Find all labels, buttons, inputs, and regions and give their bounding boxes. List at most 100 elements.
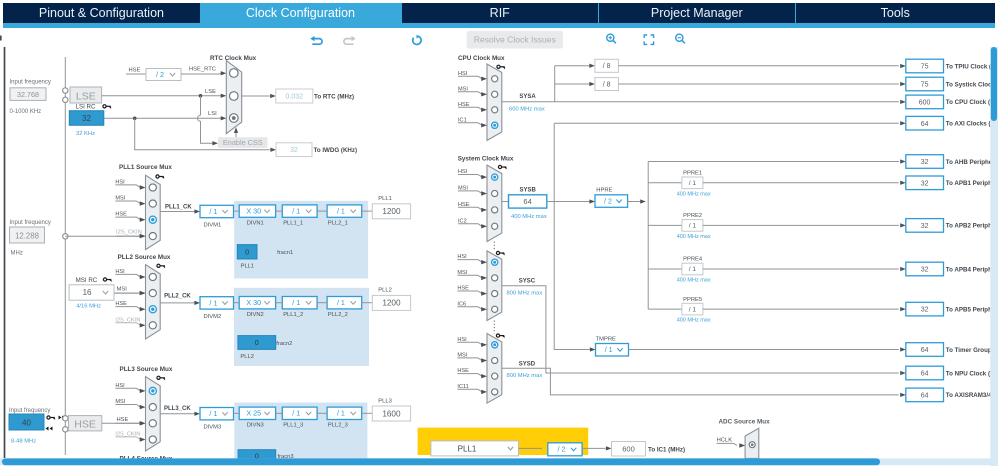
svg-text:Enable CSS: Enable CSS — [223, 138, 263, 147]
svg-text:600: 600 — [622, 444, 635, 453]
svg-text:DIVN1: DIVN1 — [247, 220, 264, 226]
svg-text:32: 32 — [921, 180, 929, 187]
svg-text:To APB2 Periphera: To APB2 Periphera — [946, 223, 998, 230]
svg-text:0: 0 — [255, 451, 259, 460]
svg-text:HSE: HSE — [115, 301, 127, 307]
svg-text:64: 64 — [921, 371, 929, 378]
svg-text:/ 1: / 1 — [689, 180, 697, 187]
svg-text:75: 75 — [921, 82, 929, 89]
svg-text:MSI: MSI — [115, 196, 125, 202]
svg-text:0: 0 — [245, 247, 249, 256]
svg-text:IC2: IC2 — [458, 218, 467, 224]
svg-text:75: 75 — [921, 64, 929, 71]
svg-text:/ 1: / 1 — [337, 207, 345, 216]
svg-text:To IWDG (KHz): To IWDG (KHz) — [314, 147, 358, 154]
svg-text:800 MHz max: 800 MHz max — [507, 373, 543, 379]
svg-text:Input frequency: Input frequency — [9, 408, 50, 414]
svg-text:HSI: HSI — [115, 180, 125, 186]
svg-text:PLL2: PLL2 — [240, 354, 254, 360]
svg-text:To AXISRAM3/4/5/: To AXISRAM3/4/5/ — [946, 392, 998, 399]
svg-text:/ 2: / 2 — [604, 196, 612, 205]
svg-text:MSI: MSI — [458, 86, 468, 92]
svg-text:HSI: HSI — [458, 71, 468, 77]
svg-text:HCLK: HCLK — [717, 438, 733, 444]
svg-text:32 KHz: 32 KHz — [76, 131, 95, 137]
svg-text:System Clock Mux: System Clock Mux — [458, 155, 514, 162]
svg-text:400 MHz max: 400 MHz max — [677, 191, 711, 197]
svg-text:HSE: HSE — [457, 286, 469, 292]
svg-text:HSI: HSI — [457, 337, 467, 343]
svg-text:DIVM1: DIVM1 — [204, 223, 222, 229]
svg-text:LSI: LSI — [208, 111, 217, 117]
svg-text:PLL1_1: PLL1_1 — [283, 220, 303, 226]
svg-text:1200: 1200 — [382, 207, 401, 216]
svg-text:/ 1: / 1 — [209, 298, 217, 307]
svg-text:/ 1: / 1 — [209, 409, 217, 418]
svg-text:/ 1: / 1 — [292, 207, 300, 216]
svg-text:/ 1: / 1 — [292, 409, 300, 418]
svg-text:400 MHz max: 400 MHz max — [677, 318, 711, 324]
svg-text:/ 1: / 1 — [689, 266, 697, 273]
svg-text:I2S_CKIN: I2S_CKIN — [116, 230, 142, 236]
svg-text:DIVM3: DIVM3 — [204, 425, 222, 431]
svg-text:400 MHz max: 400 MHz max — [511, 214, 547, 220]
svg-text:MSI: MSI — [457, 353, 467, 359]
svg-text:I2S_CKIN: I2S_CKIN — [115, 432, 140, 438]
svg-text:To NPU Clock (MH: To NPU Clock (MH — [946, 370, 998, 377]
svg-text:0.032: 0.032 — [286, 93, 304, 100]
svg-text:To TPIU Clock (MHz): To TPIU Clock (MHz) — [946, 63, 998, 70]
svg-text:32: 32 — [921, 159, 929, 166]
svg-text:PPRE4: PPRE4 — [683, 257, 703, 263]
svg-text:MSI: MSI — [117, 287, 128, 293]
svg-text:PLL1: PLL1 — [378, 196, 392, 202]
svg-text:fracn3: fracn3 — [278, 454, 294, 460]
svg-text:HSE: HSE — [458, 102, 470, 108]
svg-text:To AXI Clocks (MH: To AXI Clocks (MH — [946, 121, 998, 128]
svg-text:Input frequency: Input frequency — [10, 220, 51, 226]
svg-text:/ 1: / 1 — [209, 207, 217, 216]
svg-text:I2S_CKIN: I2S_CKIN — [115, 317, 140, 323]
svg-text:400 MHz max: 400 MHz max — [677, 278, 711, 284]
svg-text:PLL3: PLL3 — [378, 398, 392, 404]
svg-text:/ 1: / 1 — [337, 409, 345, 418]
svg-text:Input frequency: Input frequency — [10, 80, 51, 86]
svg-text:CPU Clock Mux: CPU Clock Mux — [458, 55, 505, 62]
svg-text:X 25: X 25 — [246, 409, 261, 418]
svg-text:64: 64 — [523, 197, 531, 206]
svg-text:PPRE5: PPRE5 — [683, 297, 702, 303]
svg-text:HSI: HSI — [457, 254, 467, 260]
svg-text:ADC Source Mux: ADC Source Mux — [719, 418, 771, 425]
svg-text:HSI: HSI — [115, 383, 125, 389]
svg-text:HSE: HSE — [117, 417, 129, 423]
svg-text:16: 16 — [83, 288, 92, 297]
svg-text:MSI: MSI — [115, 399, 125, 405]
svg-text:fracn1: fracn1 — [277, 250, 293, 256]
svg-text:To Systick Clock (M: To Systick Clock (M — [946, 81, 998, 88]
svg-text:PLL2_CK: PLL2_CK — [164, 293, 191, 299]
svg-text:LSE: LSE — [205, 89, 216, 95]
svg-text:600 MHz max: 600 MHz max — [509, 106, 545, 112]
svg-text:12.288: 12.288 — [15, 231, 39, 240]
svg-text:/ 8: / 8 — [603, 81, 611, 88]
svg-text:PLL2: PLL2 — [378, 288, 392, 294]
svg-text:/ 1: / 1 — [689, 223, 697, 230]
svg-text:IC11: IC11 — [457, 384, 468, 390]
svg-text:IC1: IC1 — [458, 117, 467, 123]
svg-text:32: 32 — [82, 114, 91, 123]
svg-text:8-48 MHz: 8-48 MHz — [11, 439, 36, 445]
svg-text:32: 32 — [921, 223, 929, 230]
svg-text:800 MHz max: 800 MHz max — [507, 290, 543, 296]
svg-text:DIVM2: DIVM2 — [204, 314, 222, 320]
svg-text:IC6: IC6 — [457, 301, 466, 307]
svg-text:PLL2_1: PLL2_1 — [328, 220, 348, 226]
svg-text:PLL2_3: PLL2_3 — [328, 423, 348, 429]
svg-text:HSI: HSI — [458, 169, 468, 175]
svg-text:/ 1: / 1 — [605, 345, 613, 354]
svg-text:PLL1_2: PLL1_2 — [283, 312, 303, 318]
svg-text:PLL1: PLL1 — [458, 444, 477, 453]
svg-text:40: 40 — [22, 418, 31, 427]
svg-text:1600: 1600 — [382, 409, 401, 418]
svg-text:SYSB: SYSB — [520, 188, 537, 194]
svg-text:/ 1: / 1 — [337, 298, 345, 307]
svg-text:To APB5 Periphera: To APB5 Periphera — [946, 306, 998, 313]
